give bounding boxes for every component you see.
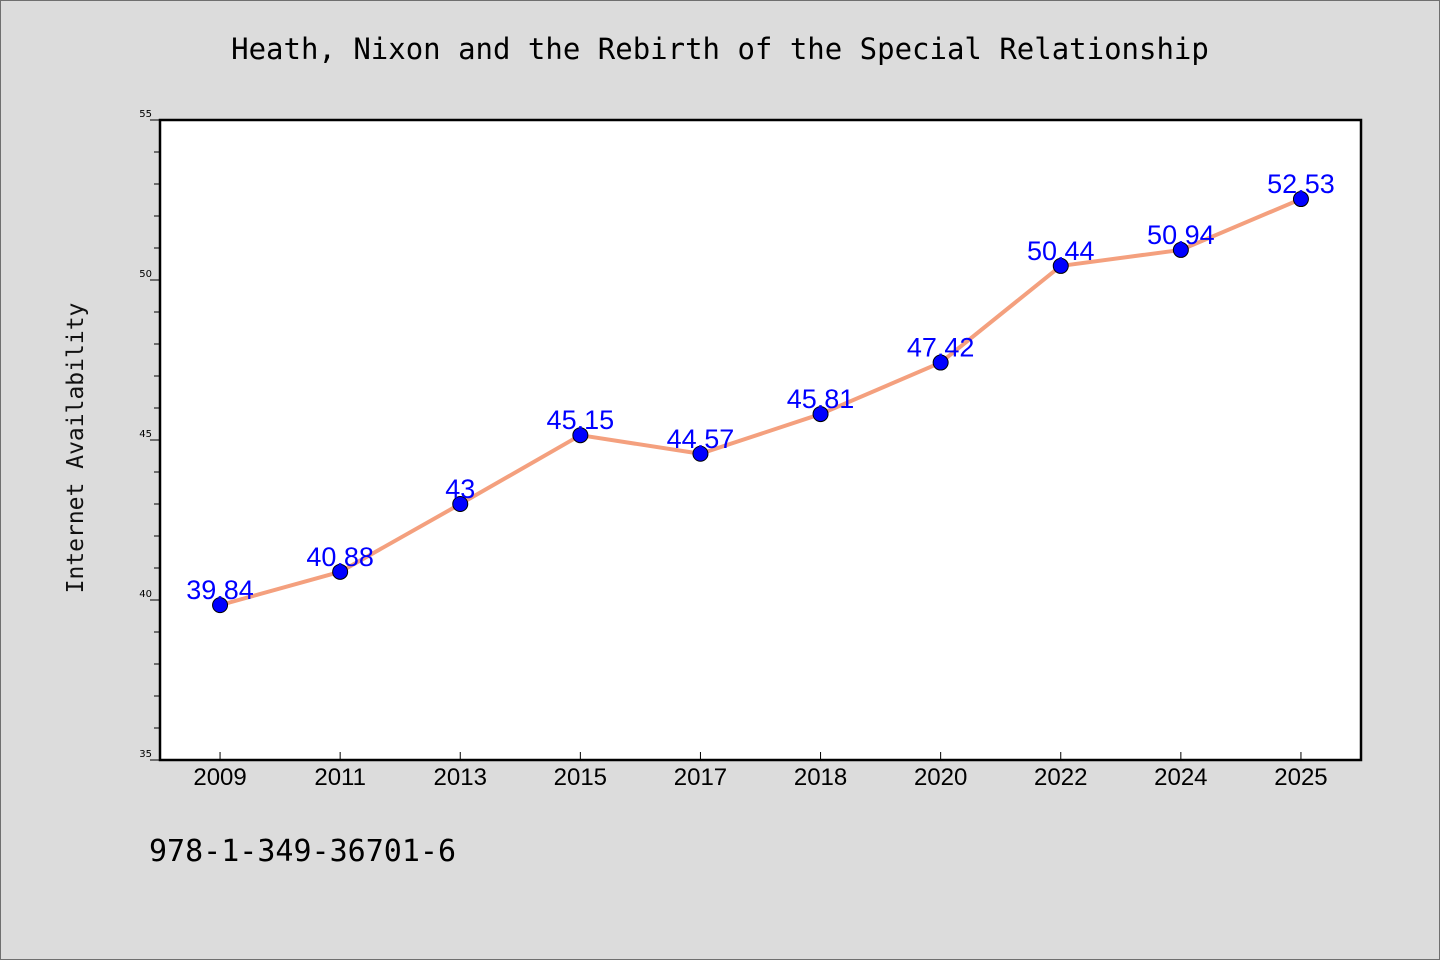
data-point xyxy=(1292,191,1309,208)
data-point xyxy=(572,427,589,444)
x-tick-label: 2020 xyxy=(914,764,967,791)
x-tick-label: 2024 xyxy=(1154,764,1207,791)
isbn-footer: 978-1-349-36701-6 xyxy=(149,834,457,869)
plot-frame xyxy=(158,118,1363,762)
data-label: 39.84 xyxy=(186,575,254,605)
x-tick-label: 2009 xyxy=(193,764,246,791)
y-tick-label: 45 xyxy=(139,429,152,440)
data-label: 47.42 xyxy=(907,333,975,363)
data-label: 50.44 xyxy=(1027,236,1095,266)
y-tick-label: 50 xyxy=(139,269,152,280)
data-point xyxy=(212,597,229,614)
data-label: 43 xyxy=(445,474,475,504)
y-axis-ticks: 35 40 45 50 55 xyxy=(139,109,160,761)
data-label: 40.88 xyxy=(306,542,374,572)
x-tick-label: 2017 xyxy=(674,764,727,791)
y-tick-label: 35 xyxy=(139,749,152,760)
x-tick-label: 2011 xyxy=(314,764,366,791)
x-tick-label: 2022 xyxy=(1034,764,1087,791)
plot-area xyxy=(160,120,1361,760)
data-points xyxy=(212,191,1309,614)
series-line xyxy=(218,197,1303,608)
data-point xyxy=(812,406,829,423)
y-tick-label: 40 xyxy=(139,589,152,600)
x-tick-label: 2018 xyxy=(794,764,847,791)
x-axis-ticks: 2009 2011 2013 2015 2017 2018 2020 2022 2024 2025 xyxy=(193,752,1328,791)
data-label: 45.15 xyxy=(547,405,615,435)
data-point xyxy=(332,563,349,580)
y-tick-label: 55 xyxy=(139,109,152,120)
data-point xyxy=(452,496,469,512)
data-point xyxy=(692,445,709,462)
x-tick-label: 2015 xyxy=(554,764,607,791)
x-tick-label: 2013 xyxy=(434,764,487,791)
data-point xyxy=(932,354,949,371)
data-point xyxy=(1052,257,1069,274)
chart-title: Heath, Nixon and the Rebirth of the Spec… xyxy=(231,32,1209,66)
data-point xyxy=(1172,241,1189,258)
data-label: 52.53 xyxy=(1267,169,1335,199)
data-label: 50.94 xyxy=(1147,220,1215,250)
data-label: 45.81 xyxy=(787,384,855,414)
data-label: 44.57 xyxy=(667,424,735,454)
x-tick-label: 2025 xyxy=(1274,764,1327,791)
data-labels: 39.84 40.88 43 45.15 44.57 45.81 47.42 50.44 50.… xyxy=(186,169,1334,605)
